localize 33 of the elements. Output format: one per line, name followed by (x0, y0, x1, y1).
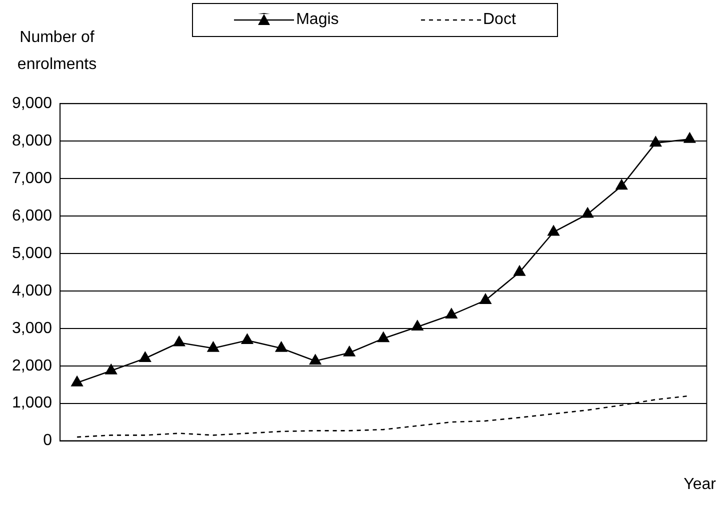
point (105, 364, 117, 374)
legend-label: Doct (482, 11, 516, 29)
y-tick-label: 5,000 (12, 244, 52, 262)
point (343, 346, 356, 356)
y-tick-label: 8,000 (12, 132, 52, 150)
y-tick-label: 3,000 (12, 320, 52, 337)
point (684, 132, 696, 143)
legend-label: Magis (296, 11, 339, 29)
point (514, 266, 526, 276)
y-tick-label: 9,000 (12, 95, 52, 112)
x-axis-title: Year (684, 476, 716, 494)
point (582, 207, 594, 218)
point (412, 320, 424, 331)
y-tick-label: 6,000 (12, 207, 52, 224)
point (275, 342, 288, 352)
y-axis-title: Number of enrolments (16, 28, 98, 75)
point (650, 136, 662, 147)
point (173, 336, 186, 346)
y-tick-label: 0 (43, 432, 52, 450)
point (71, 376, 83, 386)
y-tick-label: 2,000 (12, 357, 52, 374)
point (548, 225, 560, 236)
y-tick-label: 7,000 (12, 170, 52, 187)
point (207, 342, 220, 352)
y-tick-label: 1,000 (12, 394, 52, 412)
point (378, 332, 390, 342)
point (446, 308, 458, 319)
y-tick-label: 4,000 (12, 282, 52, 300)
point (241, 334, 254, 344)
point (309, 354, 322, 365)
point (139, 352, 151, 362)
point (480, 294, 492, 304)
point (616, 179, 628, 190)
